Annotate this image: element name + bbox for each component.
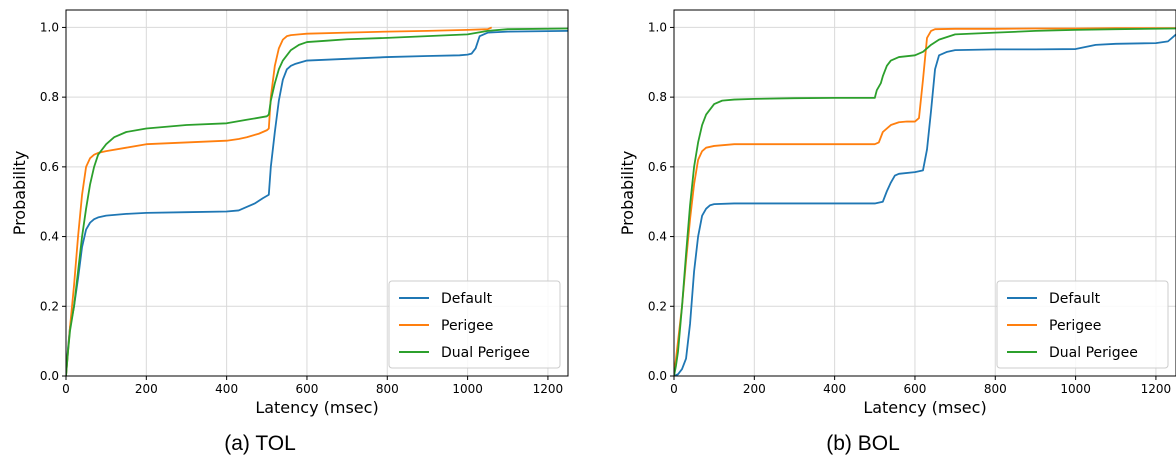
x-tick-label: 400 [823,382,846,396]
series-line-perigee [66,26,493,376]
y-tick-label: 0.4 [40,230,59,244]
legend-label: Dual Perigee [441,345,530,361]
x-tick-label: 1000 [452,382,483,396]
figure-caption-a: (a) TOL [224,432,296,455]
axes-frame [673,9,1176,377]
series-line-perigee [674,27,1176,376]
x-tick-label: 400 [215,382,238,396]
legend-box [388,280,561,369]
x-tick-label: 0 [62,382,70,396]
x-tick-label: 800 [984,382,1007,396]
x-tick-label: 800 [376,382,399,396]
x-axis-label: Latency (msec) [863,398,986,417]
y-tick-label: 0.2 [648,299,667,313]
axes-frame [65,9,569,377]
legend-label: Perigee [1049,318,1101,334]
legend-box [996,280,1169,369]
x-tick-label: 0 [670,382,678,396]
x-tick-label: 600 [904,382,927,396]
y-tick-label: 0.0 [40,369,59,383]
y-tick-label: 1.0 [648,20,667,34]
x-tick-label: 1200 [533,382,564,396]
y-tick-label: 0.8 [648,90,667,104]
y-tick-label: 0.8 [40,90,59,104]
y-tick-label: 0.4 [648,230,667,244]
figure-caption-b: (b) BOL [826,432,900,455]
legend-label: Default [441,291,493,307]
series-line-dual-perigee [66,27,568,376]
x-tick-label: 200 [743,382,766,396]
legend-label: Dual Perigee [1049,345,1138,361]
y-tick-label: 0.0 [648,369,667,383]
legend-label: Perigee [441,318,493,334]
y-axis-label: Probability [618,151,637,236]
x-tick-label: 1000 [1060,382,1091,396]
y-tick-label: 0.6 [40,160,59,174]
series-line-default [674,33,1176,376]
chart-panel-b: 0 200 400 600 800 1000 1200 0.0 0.2 0.4 0.6 0.8 1.0 L… [618,9,1176,417]
y-tick-label: 1.0 [40,20,59,34]
x-tick-label: 200 [135,382,158,396]
chart-panel-a: 0 200 400 600 800 1000 1200 0.0 0.2 0.4 0.6 0.8 1.0 L… [10,9,569,417]
series-line-dual-perigee [674,27,1176,376]
x-tick-label: 600 [296,382,319,396]
x-tick-label: 1200 [1141,382,1172,396]
series-line-default [66,30,568,376]
legend-label: Default [1049,291,1101,307]
y-tick-label: 0.6 [648,160,667,174]
y-tick-label: 0.2 [40,299,59,313]
x-axis-label: Latency (msec) [255,398,378,417]
y-axis-label: Probability [10,151,29,236]
